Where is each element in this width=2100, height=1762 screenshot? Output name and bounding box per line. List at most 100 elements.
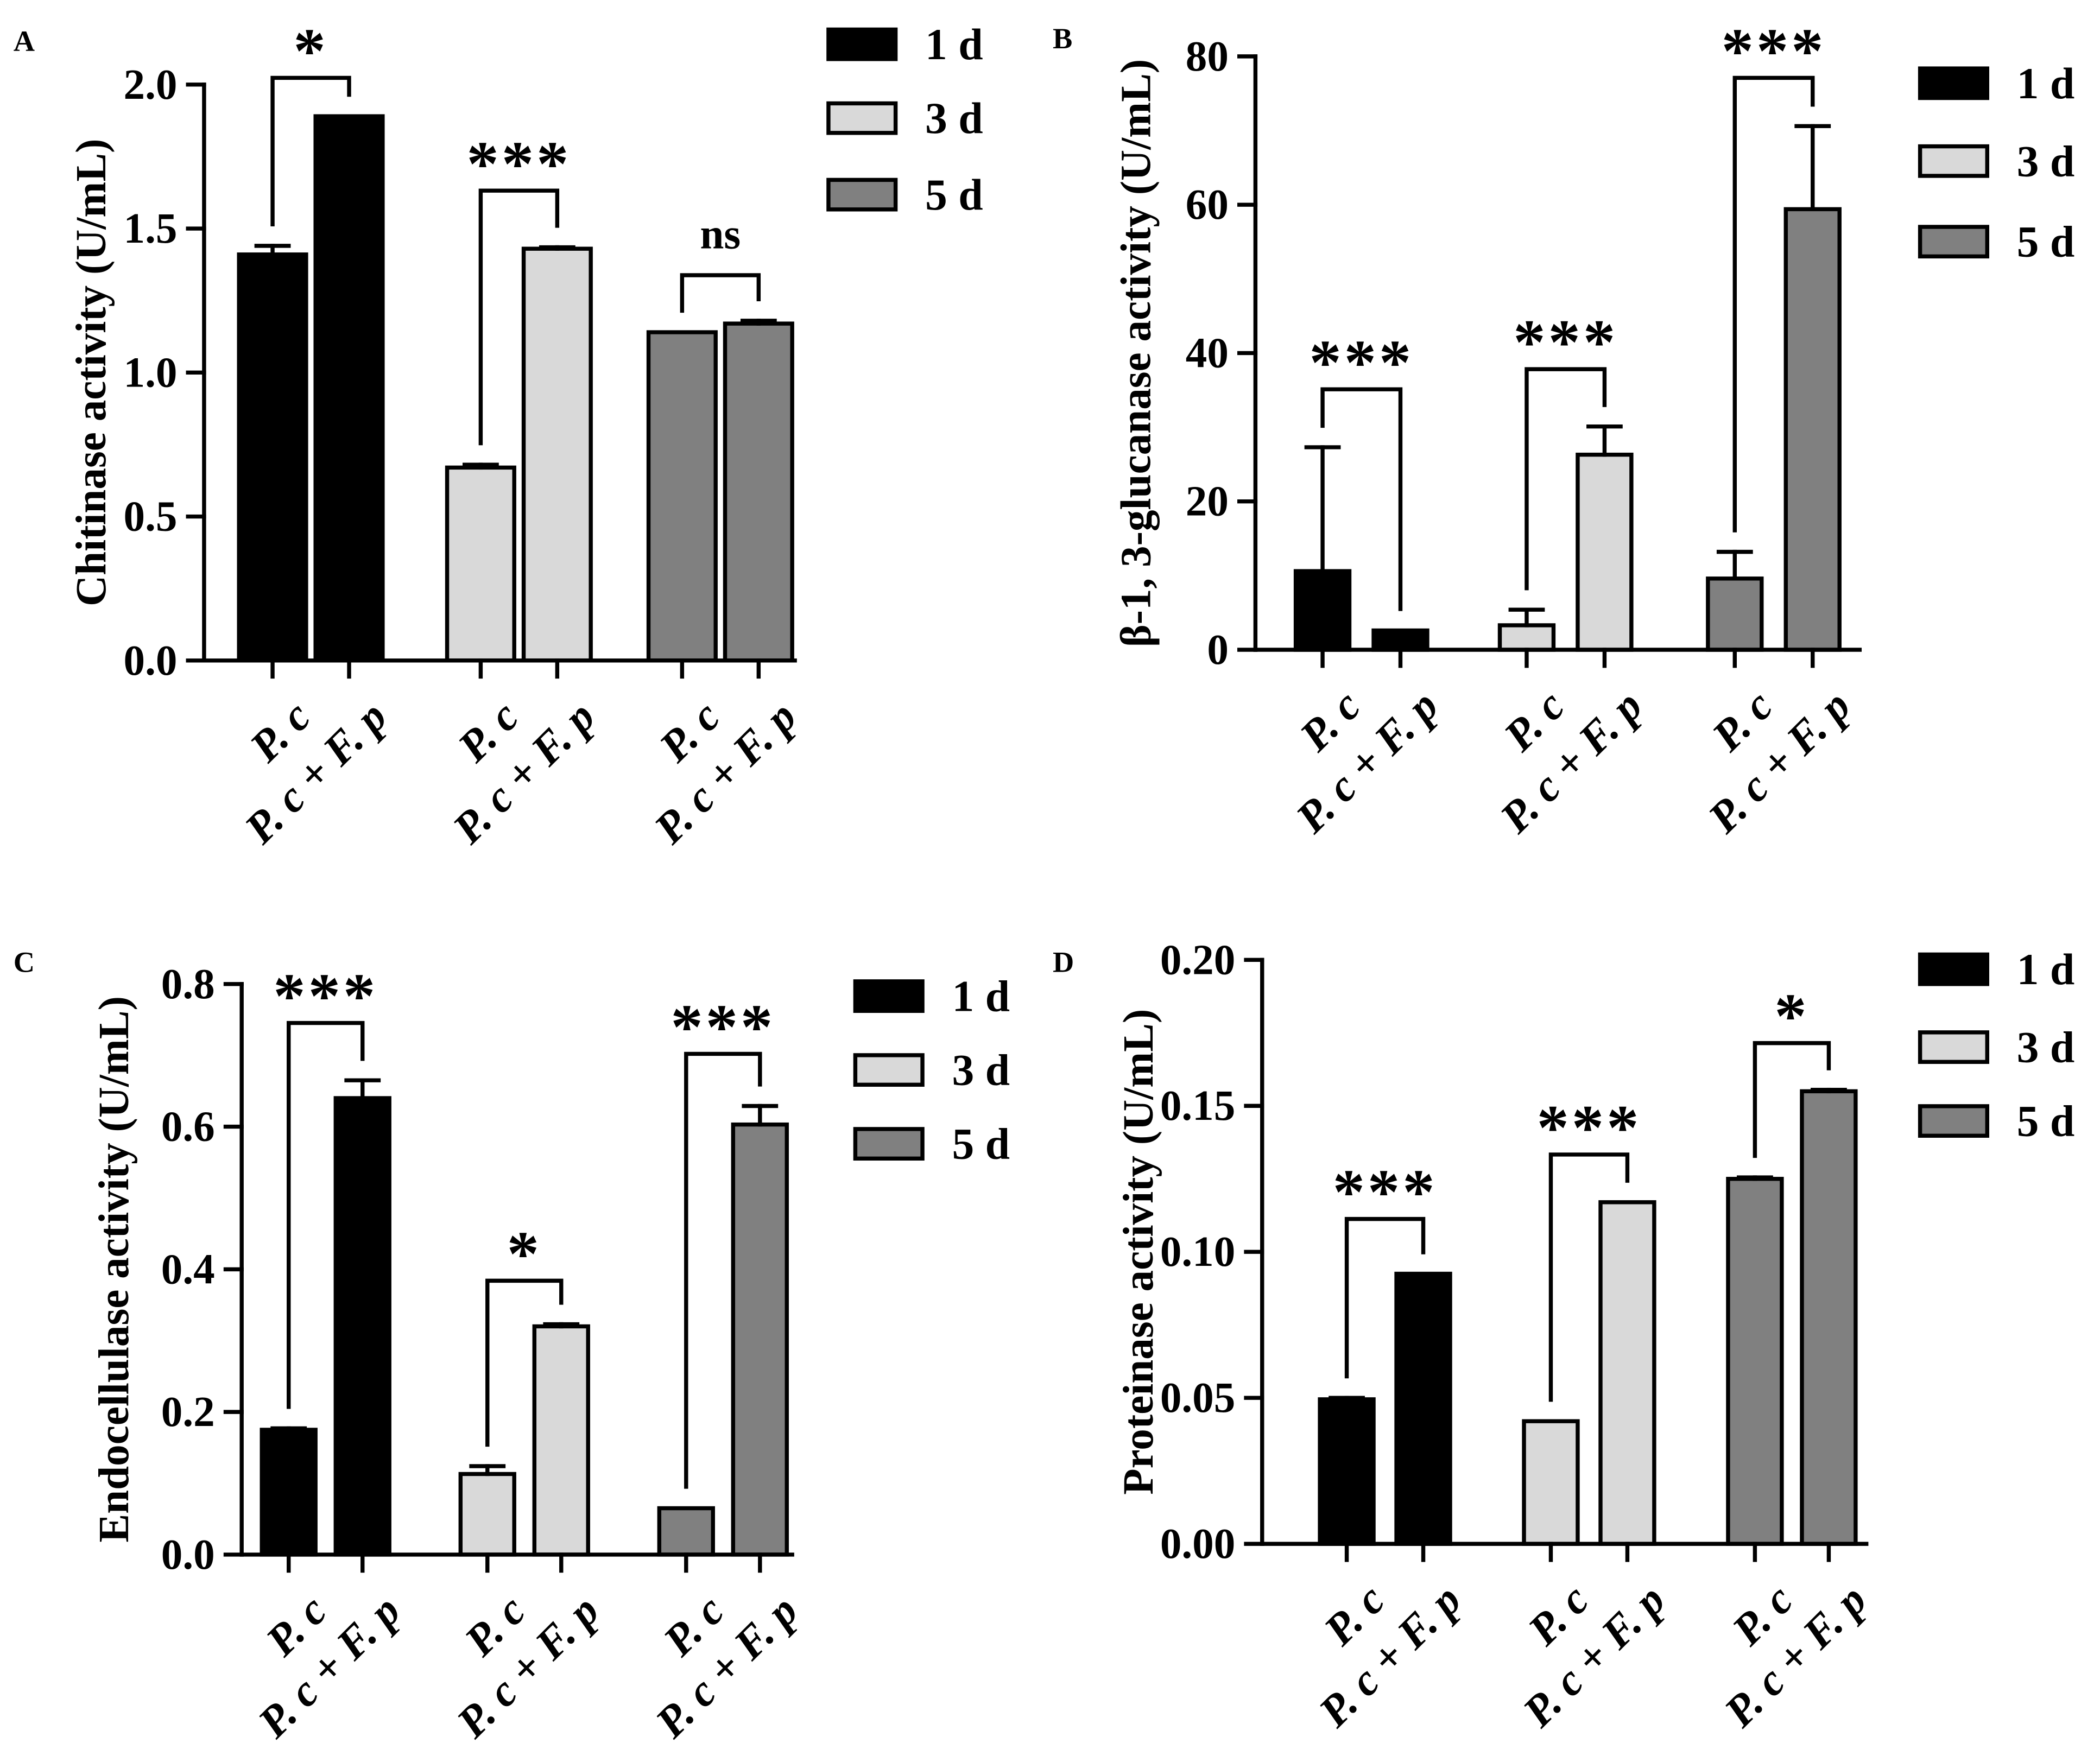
legend-item-5d: 5 d [1918,217,2075,267]
significance-label: *** [1722,15,1826,87]
bar-1d-pc-fp [1394,1271,1452,1546]
significance-label: * [507,1218,542,1289]
y-tick-label: 0.00 [1160,1520,1235,1568]
legend-item-1d: 1 d [853,972,1010,1021]
legend-item-5d: 5 d [853,1119,1010,1169]
bar-5d-pc [646,330,718,663]
legend-swatch [853,1053,925,1087]
legend-item-5d: 5 d [1918,1097,2074,1146]
series-5d: P. cP. c + F. p* [1715,980,1876,1736]
significance-label: *** [1537,1092,1642,1163]
legend-label: 5 d [2017,217,2075,267]
bar-3d-pc-fp [532,1324,590,1557]
legend-item-3d: 3 d [1918,1023,2074,1072]
legend-swatch [1918,66,1989,100]
legend-label: 1 d [2017,59,2075,108]
y-tick-label: 0.10 [1160,1228,1235,1276]
panel-label: D [1053,946,1074,979]
legend-swatch [826,178,898,212]
significance-bracket [270,75,351,227]
panel-b: Bβ-1, 3-glucanase activity (U/mL) 0 20 40 60… [1053,15,2074,842]
legend-item-1d: 1 d [826,20,983,69]
significance-label: *** [1309,326,1414,398]
x-tick-label: P. c + F. p [1309,1575,1471,1736]
x-tick-label: P. c + F. p [248,1586,410,1747]
y-tick-label: 2.0 [124,61,178,109]
y-tick-label: 0 [1207,626,1229,674]
x-tick-label: P. c + F. p [447,1586,609,1747]
panel-label: B [1053,22,1072,55]
significance-label: *** [1333,1156,1438,1228]
significance-label: *** [466,128,571,199]
y-axis-ticks: 0.0 0.5 1.0 1.5 2.0 [124,61,206,684]
significance-label: * [293,15,328,87]
y-axis-ticks: 0.0 0.2 0.4 0.6 0.8 [161,960,244,1579]
series-5d: P. cP. c + F. p*** [646,991,807,1747]
y-tick-label: 60 [1186,181,1229,229]
legend-label: 1 d [2017,945,2075,994]
legend-label: 1 d [952,972,1010,1021]
legend-swatch [1918,952,1989,986]
bar-5d-pc-fp [731,1122,789,1557]
bar-3d-pc [1497,623,1556,652]
significance-label: *** [273,960,378,1032]
x-tick-label: P. c + F. p [1715,1575,1876,1736]
legend-swatch [1918,1104,1989,1138]
legend-label: 5 d [952,1119,1010,1169]
legend-item-1d: 1 d [1918,945,2075,994]
y-tick-label: 0.2 [161,1388,215,1436]
panel-a: A Chitinase activity (U/mL)0.0 0.5 1.0 1.5 2.… [14,15,983,853]
significance-bracket [684,1051,762,1489]
panel-label: A [14,25,35,58]
series-1d: P. cP. c + F. p*** [248,960,410,1747]
y-tick-label: 0.20 [1160,936,1235,984]
y-tick-label: 0.5 [124,493,178,541]
significance-label: *** [671,991,775,1063]
series-3d: P. cP. c + F. p* [447,1218,609,1747]
y-tick-label: 1.5 [124,205,178,252]
y-tick-label: 20 [1186,478,1229,525]
significance-label: ns [700,211,741,258]
legend-item-3d: 3 d [1918,136,2074,186]
legend-item-3d: 3 d [853,1045,1010,1095]
legend-label: 5 d [925,170,983,219]
legend-swatch [826,27,898,61]
significance-bracket [478,188,560,446]
bar-1d-pc [1293,569,1352,652]
x-tick-label: P. c + F. p [646,1586,807,1747]
legend-label: 3 d [925,93,983,143]
y-axis-ticks: 0 20 40 60 80 [1186,33,1258,674]
y-axis-title: Proteinase activity (U/mL) [1115,1009,1162,1495]
legend-swatch [853,979,925,1013]
bar-5d-pc [1726,1177,1784,1546]
bar-5d-pc [657,1506,715,1557]
bar-5d-pc-fp [1800,1089,1858,1546]
y-tick-label: 40 [1186,329,1229,377]
significance-bracket [1344,1216,1426,1379]
x-tick-label: P. c + F. p [1513,1575,1675,1736]
bar-1d-pc [237,252,308,663]
y-axis-title: Chitinase activity (U/mL) [67,139,115,606]
y-tick-label: 1.0 [124,348,178,396]
bar-1d-pc-fp [313,114,385,663]
series-1d: P. cP. c + F. p*** [1286,326,1448,842]
legend-item-5d: 5 d [826,170,983,219]
bar-1d-pc [260,1428,318,1557]
legend-swatch [1918,144,1989,178]
bar-5d-pc-fp [1783,207,1842,652]
legend-label: 3 d [952,1045,1010,1095]
significance-bracket [680,273,761,313]
y-tick-label: 0.0 [124,637,178,684]
series-5d: P. cP. c + F. p*** [1698,15,1860,842]
legend-swatch [1918,225,1989,259]
significance-bracket [1732,75,1815,533]
significance-bracket [1753,1041,1831,1158]
significance-label: * [1774,980,1809,1052]
y-tick-label: 0.6 [161,1103,215,1151]
series-1d: P. cP. c + F. p* [235,15,396,853]
series-1d: P. cP. c + F. p*** [1309,1156,1471,1736]
x-tick-label: P. c + F. p [644,692,806,853]
significance-bracket [1320,387,1403,611]
